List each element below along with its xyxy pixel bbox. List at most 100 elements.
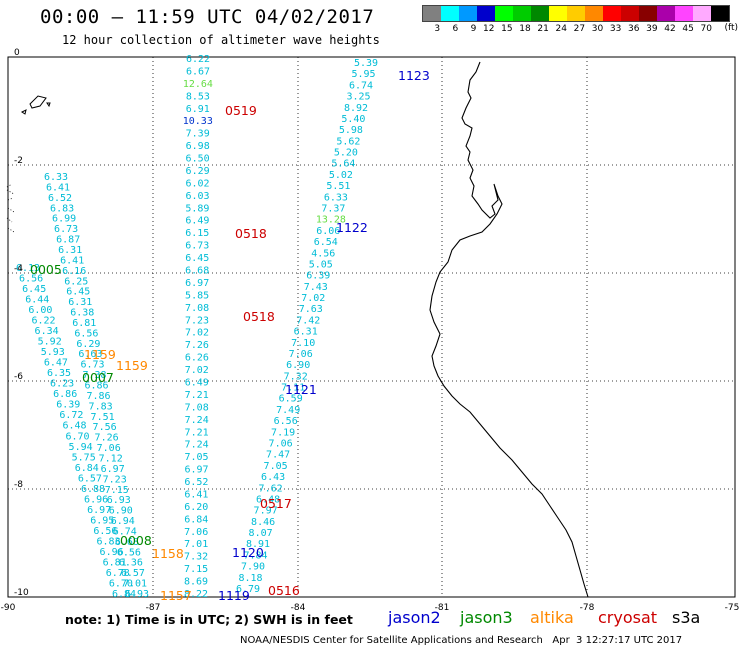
wave-height-value: 6.50 bbox=[186, 154, 210, 165]
altimeter-tracks: 5.395.956.743.258.925.405.985.625.205.64… bbox=[16, 54, 378, 600]
wave-height-value: 6.31 bbox=[294, 327, 318, 338]
pass-time-label: 1122 bbox=[336, 220, 368, 235]
legend-swatch bbox=[495, 6, 513, 21]
island-outline bbox=[29, 95, 47, 109]
wave-height-value: 7.32 bbox=[284, 371, 308, 382]
wave-height-value: 8.53 bbox=[186, 91, 210, 102]
legend-swatch bbox=[693, 6, 711, 21]
wave-height-value: 6.81 bbox=[72, 318, 96, 329]
wave-height-value: 6.67 bbox=[186, 66, 210, 77]
island-outline bbox=[46, 102, 51, 108]
legend-swatch bbox=[459, 6, 477, 21]
wave-height-value: 10.33 bbox=[183, 116, 213, 127]
wave-height-value: 6.29 bbox=[186, 166, 210, 177]
wave-height-value: 7.08 bbox=[185, 402, 209, 413]
wave-height-value: 7.84 bbox=[243, 550, 267, 561]
wave-height-value: 6.68 bbox=[115, 537, 139, 548]
y-tick-label: -8 bbox=[14, 480, 23, 490]
wave-height-value: 7.06 bbox=[97, 443, 121, 454]
wave-height-value: 6.84 bbox=[112, 589, 136, 600]
wave-height-value: 6.22 bbox=[31, 316, 55, 327]
wave-height-value: 6.31 bbox=[68, 297, 92, 308]
coastline bbox=[6, 61, 589, 598]
legend-swatch bbox=[585, 6, 603, 21]
wave-height-value: 7.11 bbox=[281, 383, 305, 394]
legend-swatch bbox=[567, 6, 585, 21]
island-outline bbox=[21, 109, 27, 115]
wave-height-value: 7.90 bbox=[241, 562, 265, 573]
wave-height-value: 6.47 bbox=[44, 358, 68, 369]
map-grid bbox=[7, 56, 736, 598]
wave-height-value: 7.37 bbox=[321, 204, 345, 215]
wave-height-value: 7.23 bbox=[103, 474, 127, 485]
wave-height-value: 7.06 bbox=[289, 349, 313, 360]
wave-height-value: 8.07 bbox=[249, 528, 273, 539]
legend-swatch bbox=[549, 6, 567, 21]
legend-labels: 3 6 9 12 15 18 21 24 27 30 33 36 39 42 45 70 bbox=[422, 24, 730, 34]
wave-height-value: 6.96 bbox=[84, 494, 108, 505]
wave-height-value: 6.83 bbox=[50, 203, 74, 214]
wave-height-value: 6.31 bbox=[58, 245, 82, 256]
wave-height-value: 6.88 bbox=[81, 484, 105, 495]
legend-label: 21 bbox=[537, 24, 549, 34]
legend-label: 36 bbox=[628, 24, 640, 34]
wave-height-value: 6.70 bbox=[109, 579, 133, 590]
wave-height-value: 6.56 bbox=[74, 328, 98, 339]
wave-height-value: 6.25 bbox=[64, 276, 88, 287]
wave-height-value: 8.91 bbox=[246, 539, 270, 550]
wave-height-value: 7.15 bbox=[105, 485, 129, 496]
legend-jason2: jason2 bbox=[388, 608, 441, 627]
wave-height-value: 6.15 bbox=[185, 228, 209, 239]
pass-time-label: 1120 bbox=[232, 545, 264, 560]
legend-swatch bbox=[513, 6, 531, 21]
wave-height-value: 7.86 bbox=[86, 391, 110, 402]
wave-height-value: 5.39 bbox=[354, 58, 378, 69]
wave-height-value: 7.02 bbox=[301, 293, 325, 304]
pass-time-label: 0007 bbox=[82, 370, 114, 385]
legend-swatches bbox=[422, 5, 730, 22]
pass-time-label: 1159 bbox=[116, 358, 148, 373]
wave-height-value: 13.28 bbox=[316, 215, 346, 226]
wave-height-value: 6.45 bbox=[185, 253, 209, 264]
wave-height-value: 7.32 bbox=[184, 552, 208, 563]
wave-height-value: 7.08 bbox=[185, 303, 209, 314]
wave-height-value: 6.97 bbox=[87, 505, 111, 516]
x-tick-label: -90 bbox=[1, 603, 16, 613]
wave-height-value: 6.29 bbox=[76, 339, 100, 350]
wave-height-value: 6.73 bbox=[80, 360, 104, 371]
wave-height-value: 6.03 bbox=[185, 191, 209, 202]
legend-swatch bbox=[621, 6, 639, 21]
wave-height-value: 6.36 bbox=[119, 558, 143, 569]
wave-height-value: 6.20 bbox=[184, 502, 208, 513]
wave-height-value: 6.41 bbox=[184, 490, 208, 501]
wave-height-value: 6.57 bbox=[121, 568, 145, 579]
wave-height-value: 6.34 bbox=[35, 326, 59, 337]
y-tick-label: 0 bbox=[14, 48, 20, 58]
wave-height-value: 7.10 bbox=[291, 338, 315, 349]
wave-height-value: 7.63 bbox=[299, 304, 323, 315]
wave-height-value: 6.00 bbox=[28, 305, 52, 316]
legend-label: 18 bbox=[519, 24, 531, 34]
wave-height-value: 7.23 bbox=[185, 315, 209, 326]
legend-swatch bbox=[531, 6, 549, 21]
x-tick-label: -84 bbox=[291, 603, 306, 613]
pass-time-label: 0005 bbox=[30, 262, 62, 277]
wave-height-value: 6.87 bbox=[56, 235, 80, 246]
wave-height-value: 7.21 bbox=[185, 427, 209, 438]
wave-height-value: 6.16 bbox=[62, 266, 86, 277]
legend-swatch bbox=[639, 6, 657, 21]
wave-height-value: 7.42 bbox=[296, 315, 320, 326]
legend-label: 15 bbox=[501, 24, 513, 34]
wave-height-value: 6.95 bbox=[90, 515, 114, 526]
legend-label: 33 bbox=[609, 24, 622, 34]
wave-height-value: 6.98 bbox=[186, 141, 210, 152]
legend-swatch bbox=[477, 6, 495, 21]
wave-height-value: 6.23 bbox=[50, 379, 74, 390]
coastline-path bbox=[429, 61, 589, 598]
legend-label: 9 bbox=[470, 24, 477, 34]
wave-height-value: 6.73 bbox=[185, 241, 209, 252]
wave-height-value: 6.70 bbox=[65, 431, 89, 442]
legend-label: 24 bbox=[555, 24, 567, 34]
pass-time-label: 0516 bbox=[268, 583, 300, 598]
